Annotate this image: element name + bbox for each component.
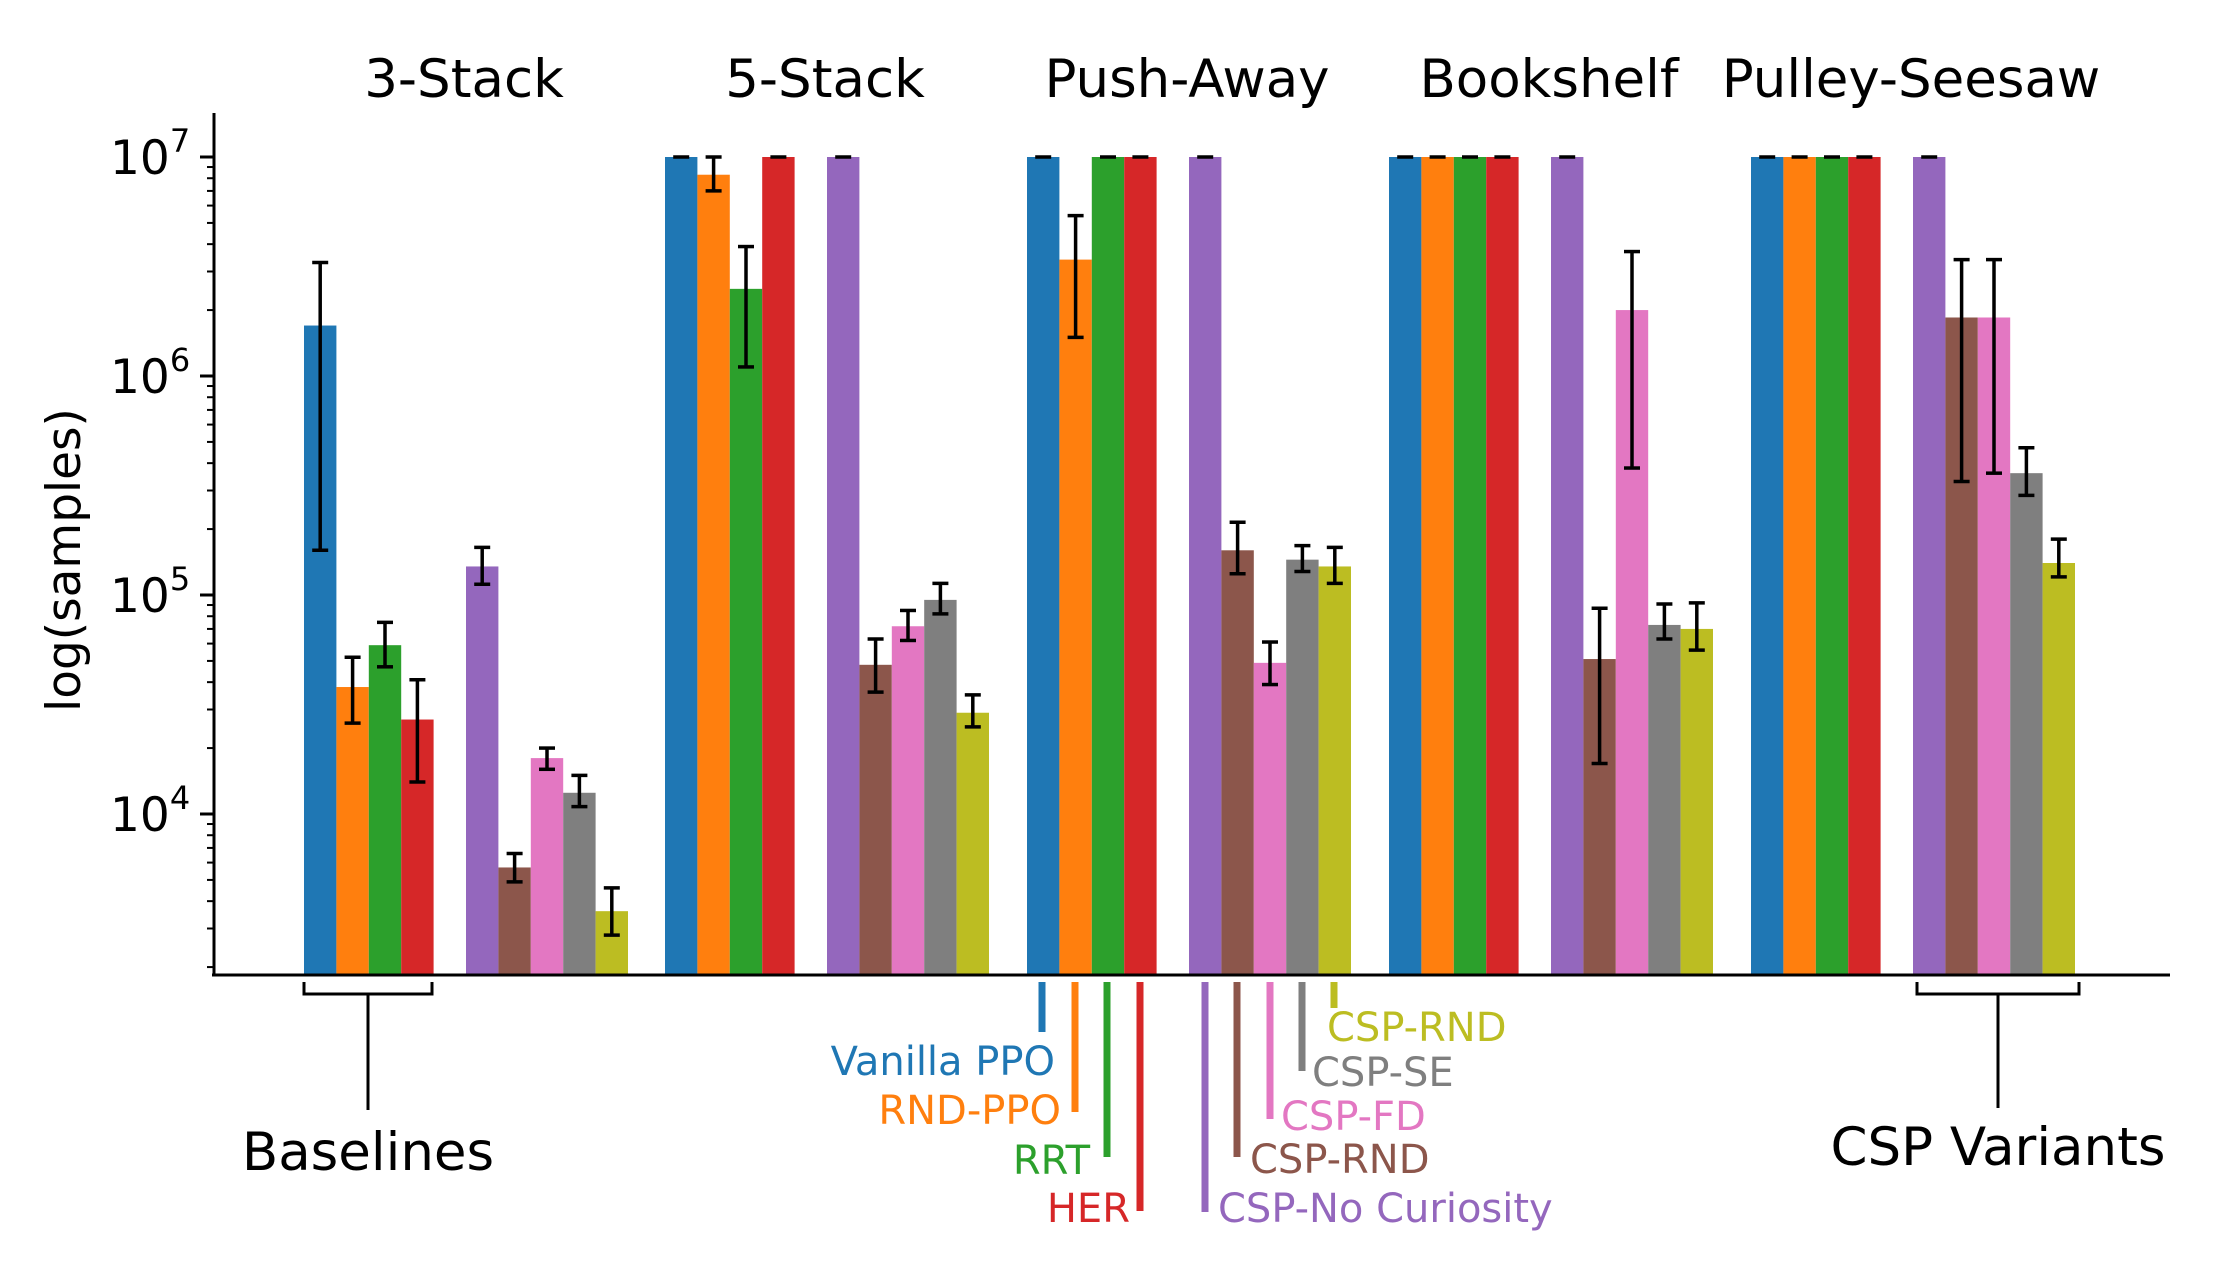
bar-her-push-away: [1124, 157, 1157, 975]
error-bar: [1294, 543, 1311, 574]
bar-csp-fd-push-away: [1253, 662, 1287, 975]
csp-variants-bracket: [1915, 982, 2081, 1108]
bar-rnd-ppo-push-away: [1059, 259, 1092, 976]
bar-vanilla-ppo-bookshelf: [1389, 157, 1422, 975]
error-bar: [571, 773, 588, 809]
legend-label-vanilla-ppo: Vanilla PPO: [831, 1039, 1055, 1085]
bar-her-5-stack: [762, 157, 795, 975]
bar-her-bookshelf: [1486, 157, 1519, 975]
legend-label-rnd-ppo: RND-PPO: [878, 1088, 1061, 1134]
error-bar: [867, 637, 884, 694]
bar-csp-no-curiosity-push-away: [1189, 157, 1222, 975]
error-bar: [1067, 213, 1084, 340]
bar-rnd-ppo-5-stack: [697, 174, 730, 975]
bar-csp-rnd-5-stack: [859, 664, 892, 975]
y-ticks: 104 105 106 107: [110, 122, 214, 969]
bar-rrt-bookshelf: [1453, 157, 1487, 975]
bar-csp-rnd-pulley-seesaw: [2042, 562, 2075, 975]
legend-label-her: HER: [1047, 1186, 1130, 1232]
error-bar: [1624, 249, 1640, 470]
error-bar: [474, 545, 491, 586]
legend-label-csp-rnd: CSP-RND: [1327, 1005, 1507, 1051]
error-bar: [1656, 602, 1673, 641]
bar-csp-no-curiosity-5-stack: [827, 157, 860, 975]
bar-vanilla-ppo-pulley-seesaw: [1751, 157, 1784, 975]
group-title-pulley-seesaw: Pulley-Seesaw: [1722, 49, 2101, 110]
error-bar: [705, 155, 722, 193]
error-bar: [1591, 606, 1608, 766]
legend-label-csp-no-curiosity: CSP-No Curiosity: [1218, 1186, 1553, 1232]
bar-rrt-pulley-seesaw: [1815, 157, 1849, 975]
error-bar: [1262, 640, 1278, 687]
bar-her-pulley-seesaw: [1848, 157, 1881, 975]
group-titles: 3-Stack 5-Stack Push-Away Bookshelf Pulley-S…: [364, 49, 2100, 110]
error-bar: [2018, 446, 2035, 498]
error-bar: [1688, 601, 1705, 652]
bar-csp-rnd-3-stack: [498, 867, 531, 975]
bar-csp-rnd-bookshelf: [1680, 628, 1713, 975]
error-bar: [603, 886, 620, 937]
legend-label-csp-rnd: CSP-RND: [1250, 1137, 1430, 1183]
bar-csp-rnd-push-away: [1318, 566, 1351, 975]
bar-vanilla-ppo-5-stack: [665, 157, 698, 975]
bar-csp-se-pulley-seesaw: [2010, 473, 2043, 975]
y-tick-label: 106: [110, 341, 190, 405]
error-bar: [506, 851, 523, 884]
bar-rnd-ppo-3-stack: [336, 687, 369, 975]
y-tick-label: 107: [110, 122, 190, 186]
bar-csp-no-curiosity-bookshelf: [1551, 157, 1584, 975]
group-title-bookshelf: Bookshelf: [1419, 49, 1679, 110]
bar-csp-se-5-stack: [924, 599, 957, 975]
error-bar: [539, 746, 555, 772]
bar-rrt-5-stack: [729, 288, 763, 975]
bar-vanilla-ppo-push-away: [1027, 157, 1060, 975]
bar-rrt-push-away: [1091, 157, 1125, 975]
error-bar: [312, 260, 329, 553]
group-title-5-stack: 5-Stack: [725, 49, 925, 110]
bar-csp-no-curiosity-pulley-seesaw: [1913, 157, 1946, 975]
baselines-label: Baselines: [242, 1122, 494, 1183]
legend-label-csp-fd: CSP-FD: [1281, 1094, 1426, 1140]
y-tick-label: 104: [110, 779, 190, 843]
group-title-push-away: Push-Away: [1044, 49, 1329, 110]
bar-csp-fd-5-stack: [891, 626, 925, 975]
legend-label-rrt: RRT: [1013, 1138, 1091, 1184]
group-title-3-stack: 3-Stack: [364, 49, 564, 110]
bar-rnd-ppo-pulley-seesaw: [1783, 157, 1816, 975]
csp-variants-label: CSP Variants: [1830, 1117, 2165, 1178]
error-bars: [312, 155, 2067, 937]
bar-csp-rnd-5-stack: [956, 712, 989, 975]
error-bar: [900, 608, 916, 643]
legend-label-csp-se: CSP-SE: [1312, 1050, 1454, 1096]
bar-csp-se-push-away: [1286, 559, 1319, 975]
error-bar: [409, 678, 426, 784]
bar-csp-se-bookshelf: [1648, 624, 1681, 975]
bar-csp-se-3-stack: [563, 792, 596, 975]
axes: [212, 113, 2170, 977]
error-bar: [932, 581, 949, 616]
y-axis-label: log(samples): [37, 408, 92, 712]
error-bar: [377, 620, 393, 669]
error-bar: [1326, 545, 1343, 586]
error-bar: [964, 693, 981, 729]
error-bar: [1229, 520, 1246, 576]
y-tick-label: 105: [110, 560, 190, 624]
baselines-bracket: [302, 982, 434, 1110]
bar-csp-fd-3-stack: [530, 758, 564, 975]
error-bar: [344, 655, 361, 725]
error-bar: [1953, 257, 1970, 484]
error-bar: [738, 244, 754, 369]
error-bar: [1986, 257, 2002, 475]
bars: [304, 157, 2075, 976]
bar-csp-rnd-push-away: [1221, 550, 1254, 975]
error-bar: [2050, 537, 2067, 579]
bar-rnd-ppo-bookshelf: [1421, 157, 1454, 975]
bar-csp-no-curiosity-3-stack: [466, 566, 499, 975]
bar-rrt-3-stack: [368, 645, 402, 975]
